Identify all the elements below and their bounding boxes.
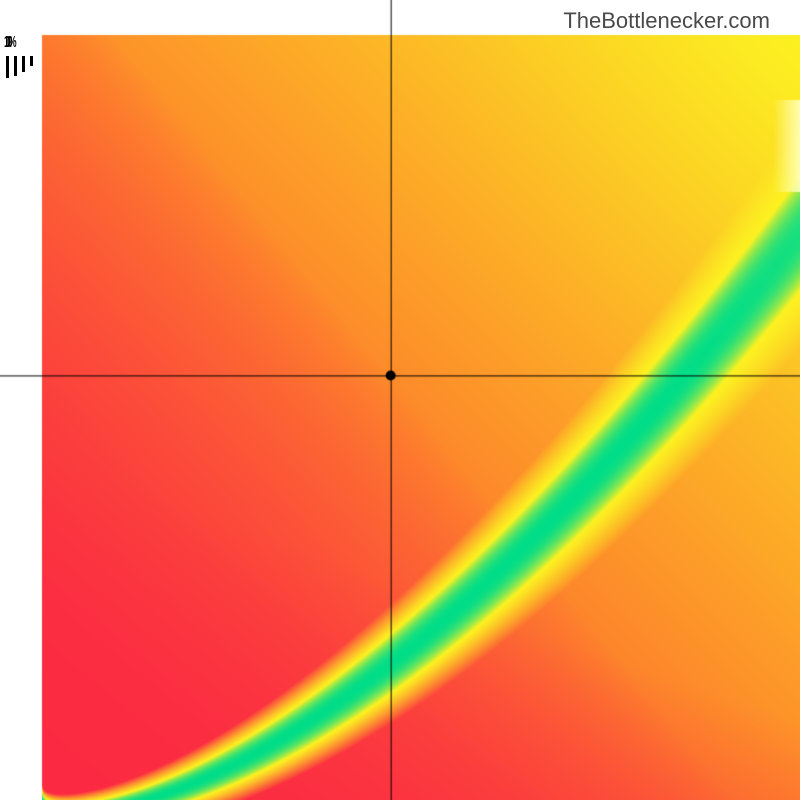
watermark-text: TheBottlenecker.com bbox=[563, 8, 770, 34]
y-axis-tick-bar bbox=[22, 56, 25, 72]
y-axis-tick-bar bbox=[6, 56, 9, 78]
y-axis-tick-bar bbox=[14, 56, 17, 76]
y-axis-tick-bar bbox=[30, 56, 33, 66]
y-axis-labels: 100% bbox=[0, 0, 50, 800]
bottleneck-heatmap bbox=[0, 0, 800, 800]
y-axis-100pct-label: 100% bbox=[4, 34, 13, 52]
